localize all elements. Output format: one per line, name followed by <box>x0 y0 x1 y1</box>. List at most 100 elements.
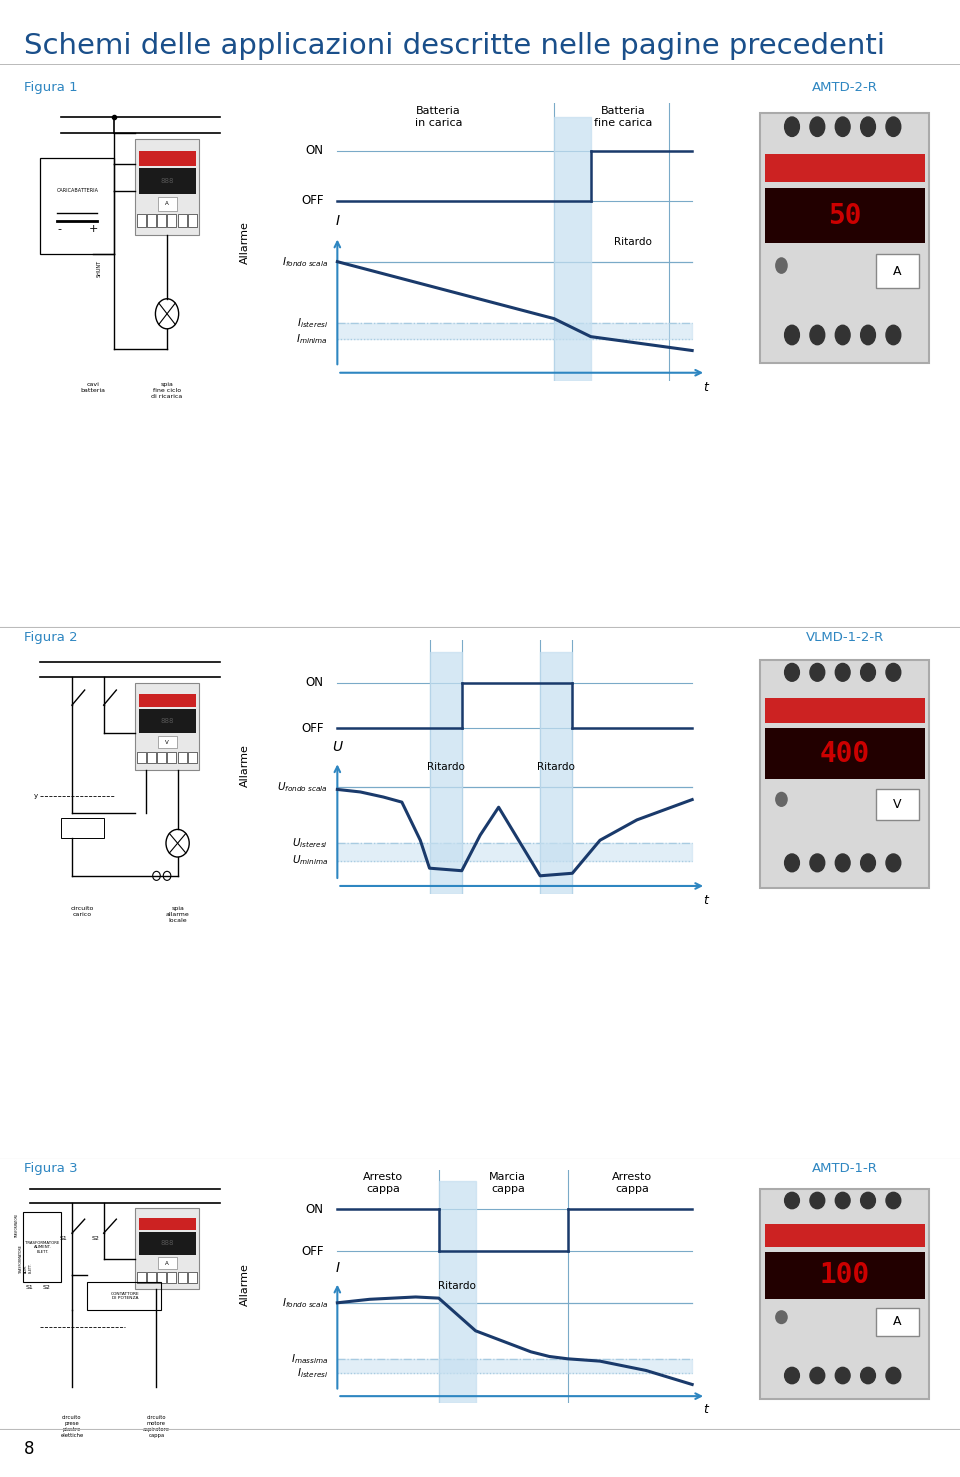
Bar <box>337 323 692 340</box>
Bar <box>86 1282 160 1310</box>
Text: U: U <box>332 740 343 753</box>
Circle shape <box>775 1310 788 1325</box>
Bar <box>136 1272 146 1282</box>
Bar <box>23 1213 61 1282</box>
Text: I: I <box>335 214 340 229</box>
Circle shape <box>835 1192 851 1208</box>
Circle shape <box>784 854 800 871</box>
Text: Batteria
fine carica: Batteria fine carica <box>594 106 652 128</box>
Text: t: t <box>704 1403 708 1416</box>
Text: OFF: OFF <box>301 193 324 207</box>
Text: Schemi delle applicazioni descritte nelle pagine precedenti: Schemi delle applicazioni descritte nell… <box>24 32 885 61</box>
Text: $U_{isteresi}$: $U_{isteresi}$ <box>292 836 328 849</box>
Bar <box>157 752 166 764</box>
Bar <box>135 139 199 235</box>
Circle shape <box>835 117 851 136</box>
Bar <box>157 198 177 211</box>
Circle shape <box>784 117 800 136</box>
Text: Ritardo: Ritardo <box>613 238 652 247</box>
Bar <box>876 254 919 288</box>
Circle shape <box>810 1192 825 1208</box>
Text: Allarme: Allarme <box>240 743 250 787</box>
Text: TRASFORMATORE: TRASFORMATORE <box>15 1213 19 1236</box>
Bar <box>178 214 186 227</box>
Circle shape <box>860 325 876 344</box>
Bar <box>138 709 196 734</box>
Text: S2: S2 <box>42 1285 51 1291</box>
Bar <box>157 214 166 227</box>
Bar <box>178 752 186 764</box>
Text: Ritardo: Ritardo <box>538 762 575 771</box>
Text: S1: S1 <box>26 1285 34 1291</box>
Circle shape <box>810 1368 825 1384</box>
Bar <box>337 843 692 861</box>
Bar <box>167 1272 177 1282</box>
Text: circuito
carico: circuito carico <box>71 905 94 917</box>
Text: Arresto
cappa: Arresto cappa <box>612 1173 652 1193</box>
Bar <box>40 158 114 254</box>
Text: 50: 50 <box>828 201 861 229</box>
Circle shape <box>835 1368 851 1384</box>
Text: t: t <box>704 894 708 907</box>
Text: TRASFORMATORE
ALIMENT.
ELETT.: TRASFORMATORE ALIMENT. ELETT. <box>25 1241 60 1254</box>
Text: S1: S1 <box>60 1236 67 1241</box>
Text: cavi
batteria: cavi batteria <box>81 383 106 393</box>
Bar <box>136 214 146 227</box>
Bar <box>764 1224 925 1247</box>
Circle shape <box>886 854 900 871</box>
Circle shape <box>810 663 825 681</box>
Circle shape <box>886 117 900 136</box>
Bar <box>439 1182 475 1403</box>
Bar <box>764 697 925 724</box>
Text: ON: ON <box>305 676 324 690</box>
Bar <box>188 214 197 227</box>
Bar <box>147 1272 156 1282</box>
Bar <box>167 214 177 227</box>
Bar <box>178 1272 186 1282</box>
Bar <box>167 752 177 764</box>
Text: S2: S2 <box>91 1236 99 1241</box>
Bar <box>157 736 177 749</box>
Text: $I_{massima}$: $I_{massima}$ <box>291 1351 328 1366</box>
Text: Marcia
cappa: Marcia cappa <box>490 1173 526 1193</box>
Text: $I_{minima}$: $I_{minima}$ <box>297 332 328 346</box>
Bar <box>876 789 919 820</box>
Bar <box>540 653 572 894</box>
Text: circuito
motore
aspiratore
cappa: circuito motore aspiratore cappa <box>143 1415 170 1437</box>
Circle shape <box>810 325 825 344</box>
Circle shape <box>784 1192 800 1208</box>
Circle shape <box>775 257 788 273</box>
Bar <box>147 752 156 764</box>
Text: AMTD-1-R: AMTD-1-R <box>812 1162 877 1176</box>
Text: Ritardo: Ritardo <box>438 1282 476 1291</box>
Text: $I_{isteresi}$: $I_{isteresi}$ <box>297 1366 328 1380</box>
Text: Figura 1: Figura 1 <box>24 81 78 95</box>
Text: 888: 888 <box>160 1241 174 1247</box>
Bar <box>554 117 590 381</box>
Text: 8: 8 <box>24 1440 35 1458</box>
Circle shape <box>886 325 900 344</box>
Circle shape <box>860 1368 876 1384</box>
Bar <box>764 1252 925 1298</box>
Bar <box>157 1257 177 1269</box>
Circle shape <box>860 854 876 871</box>
Circle shape <box>810 854 825 871</box>
Circle shape <box>784 663 800 681</box>
Circle shape <box>775 792 788 806</box>
Text: CONTATTORE
DI POTENZA: CONTATTORE DI POTENZA <box>110 1292 139 1300</box>
Text: Batteria
in carica: Batteria in carica <box>415 106 463 128</box>
Circle shape <box>835 663 851 681</box>
Text: CARICABATTERIA: CARICABATTERIA <box>57 189 98 193</box>
Circle shape <box>860 1192 876 1208</box>
Text: OFF: OFF <box>301 722 324 736</box>
Circle shape <box>784 325 800 344</box>
Bar <box>764 728 925 778</box>
Text: A: A <box>894 264 901 278</box>
Bar <box>760 1189 929 1399</box>
Circle shape <box>784 1368 800 1384</box>
Bar <box>157 1272 166 1282</box>
Text: circuito
prese
piastre
elettiche: circuito prese piastre elettiche <box>60 1415 84 1437</box>
Bar <box>188 752 197 764</box>
Circle shape <box>810 117 825 136</box>
Text: 100: 100 <box>820 1261 870 1289</box>
